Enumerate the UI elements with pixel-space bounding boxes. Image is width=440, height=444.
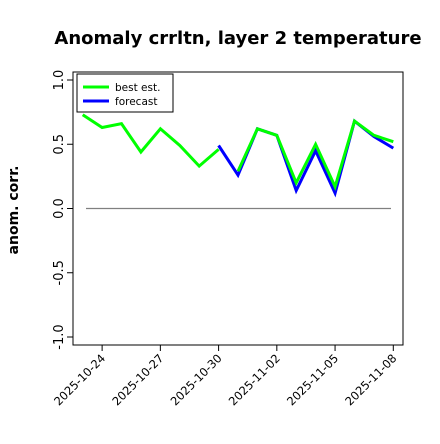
x-tick-label: 2025-10-27 [109,351,166,408]
x-tick-label: 2025-10-24 [51,351,108,408]
chart-title: Anomaly crrltn, layer 2 temperature [54,28,421,49]
legend: best est. forecast [76,73,174,113]
x-tick-label: 2025-11-08 [342,351,399,408]
x-tick-label: 2025-11-05 [284,351,341,408]
series-layer [81,113,395,198]
legend-label: forecast [115,96,157,108]
y-tick-label: -1.0 [52,324,67,349]
y-tick-label: 0.5 [52,134,67,155]
x-tick-label: 2025-10-30 [168,351,225,408]
series-line-0 [81,113,220,169]
y-axis-label: anom. corr. [6,166,22,255]
y-tick-label: 0.0 [52,198,67,219]
legend-label: best est. [115,82,160,94]
legend-box [76,73,174,113]
x-tick-label: 2025-11-02 [226,351,283,408]
y-tick-label: 1.0 [52,70,67,91]
y-tick-label: -0.5 [52,260,67,285]
series-line-2 [236,118,394,191]
